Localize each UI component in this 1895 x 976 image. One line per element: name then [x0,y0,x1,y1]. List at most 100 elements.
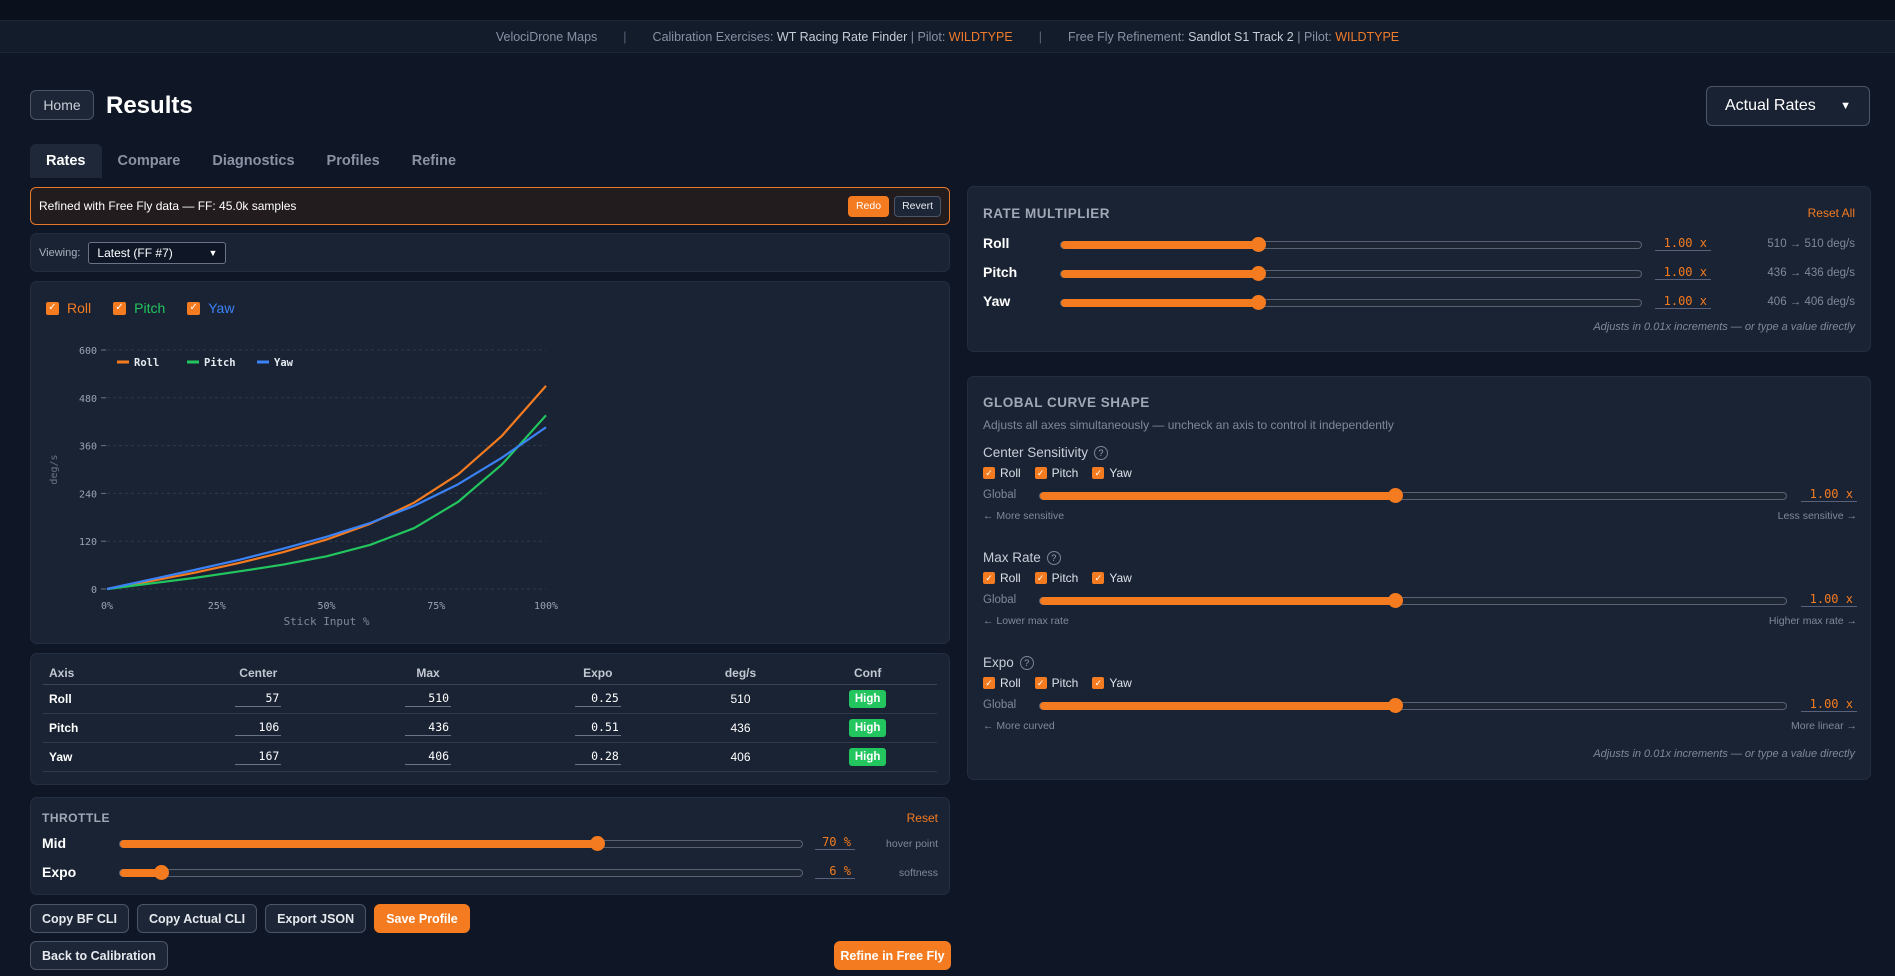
refine-free-fly-button[interactable]: Refine in Free Fly [834,941,951,970]
center-check-pitch[interactable]: ✓ Pitch [1034,466,1078,480]
center-left-hint: ← More sensitive [983,510,1065,522]
center-input[interactable]: 167 [235,749,282,765]
expo-label: Expo [42,864,77,880]
expo-check-pitch[interactable]: ✓ Pitch [1034,676,1078,690]
expo-check-yaw[interactable]: ✓ Yaw [1092,676,1132,690]
y-tick-label: 120 [79,537,97,548]
help-icon[interactable]: ? [1019,656,1034,671]
max-rate-input[interactable]: 1.00 x [1801,592,1857,607]
yaw-multiplier-input[interactable]: 1.00 x [1655,294,1711,309]
center-check-roll[interactable]: ✓ Roll [983,466,1021,480]
center-input[interactable]: 57 [235,691,282,707]
home-button[interactable]: Home [30,90,94,120]
expo-check-roll[interactable]: ✓ Roll [983,676,1021,690]
yaw-multiplier-slider[interactable] [1060,295,1642,310]
col-max: Max [343,662,513,685]
expo-input[interactable]: 0.25 [574,691,621,707]
tab-diagnostics[interactable]: Diagnostics [212,153,295,169]
center-check-yaw[interactable]: ✓ Yaw [1092,466,1132,480]
max-rate-slider[interactable] [1039,593,1787,608]
expo-curve-input[interactable]: 1.00 x [1801,697,1857,712]
max-input[interactable]: 406 [405,749,452,765]
roll-multiplier-input[interactable]: 1.00 x [1655,236,1711,251]
toggle-roll[interactable]: ✓ Roll [46,300,91,316]
center-sensitivity-input[interactable]: 1.00 x [1801,487,1857,502]
copy-bf-cli-button[interactable]: Copy BF CLI [30,904,129,933]
revert-button[interactable]: Revert [894,195,941,217]
redo-button[interactable]: Redo [847,195,890,217]
global-label: Global [983,594,1017,606]
col-center: Center [173,662,344,685]
expo-slider[interactable] [119,865,803,880]
toggle-pitch[interactable]: ✓ Pitch [113,300,165,316]
expo-group: Expo? ✓ Roll ✓ Pitch ✓ Yaw Global 1.00 x ← … [983,655,1857,755]
col-axis: Axis [43,662,174,685]
separator: | [623,29,627,44]
slider-handle[interactable] [1388,698,1404,713]
reset-all-button[interactable]: Reset All [1807,206,1855,220]
rate-type-select[interactable]: Actual Rates ▼ [1706,86,1870,126]
max-rate-check-pitch[interactable]: ✓ Pitch [1034,571,1078,585]
pitch-multiplier-input[interactable]: 1.00 x [1655,265,1711,280]
curve-shape-note: Adjusts in 0.01x increments — or type a … [1593,748,1855,760]
toggle-yaw[interactable]: ✓ Yaw [187,300,234,316]
slider-handle[interactable] [1388,593,1404,608]
slider-handle[interactable] [1251,266,1267,281]
expo-input[interactable]: 0.51 [574,720,621,736]
tab-compare[interactable]: Compare [117,153,181,169]
help-icon[interactable]: ? [1046,551,1061,566]
pitch-multiplier-slider[interactable] [1060,266,1642,281]
expo-curve-slider[interactable] [1039,698,1787,713]
tab-profiles[interactable]: Profiles [326,153,380,169]
slider-handle[interactable] [1251,237,1267,252]
roll-multiplier-slider[interactable] [1060,237,1642,252]
throttle-panel: THROTTLE Reset Mid 70 % hover point Expo… [30,797,950,895]
viewing-label: Viewing: [39,246,81,259]
check-icon: ✓ [1092,572,1105,584]
rate-multiplier-panel: RATE MULTIPLIER Reset All Roll 1.00 x 51… [967,186,1871,352]
throttle-reset-button[interactable]: Reset [906,811,938,825]
y-tick-label: 0 [91,585,97,596]
export-json-button[interactable]: Export JSON [265,904,367,933]
tab-rates[interactable]: Rates [30,144,102,178]
expo-input[interactable]: 0.28 [574,749,621,765]
freefly-info: Free Fly Refinement: Sandlot S1 Track 2 … [1067,29,1400,44]
global-label: Global [983,699,1017,711]
slider-handle[interactable] [153,865,169,880]
series-yaw-line [106,426,547,591]
center-input[interactable]: 106 [235,720,282,736]
save-profile-button[interactable]: Save Profile [374,904,470,933]
center-sensitivity-label: Center Sensitivity [983,445,1089,460]
pitch-label: Pitch [983,264,1018,280]
max-rate-check-yaw[interactable]: ✓ Yaw [1092,571,1132,585]
back-to-calibration-button[interactable]: Back to Calibration [30,941,168,970]
check-icon: ✓ [1034,467,1047,479]
rate-multiplier-title: RATE MULTIPLIER [983,206,1110,221]
max-rate-axis-checks: ✓ Roll ✓ Pitch ✓ Yaw [983,571,1132,585]
slider-handle[interactable] [1388,488,1404,503]
x-tick-label: 50% [317,601,335,612]
mid-value-input[interactable]: 70 % [815,835,855,850]
confidence-badge: High [848,689,887,708]
series-roll-line [106,385,547,591]
mid-slider[interactable] [119,836,803,851]
max-input[interactable]: 436 [405,720,452,736]
slider-handle[interactable] [1251,295,1267,310]
max-input[interactable]: 510 [405,691,452,707]
expo-value-input[interactable]: 6 % [815,864,855,879]
max-rate-check-roll[interactable]: ✓ Roll [983,571,1021,585]
copy-actual-cli-button[interactable]: Copy Actual CLI [137,904,258,933]
maps-link[interactable]: VelociDrone Maps [495,29,598,44]
legend-label: Roll [134,357,159,369]
tab-refine[interactable]: Refine [411,153,457,169]
chevron-down-icon: ▼ [208,247,218,258]
top-strip [0,0,1895,20]
help-icon[interactable]: ? [1094,446,1109,461]
viewing-select[interactable]: Latest (FF #7) ▼ [88,241,227,264]
center-axis-checks: ✓ Roll ✓ Pitch ✓ Yaw [983,466,1132,480]
center-sensitivity-slider[interactable] [1039,488,1787,503]
separator: | [1038,29,1042,44]
check-icon: ✓ [983,677,995,689]
x-tick-label: 0% [101,601,113,612]
slider-handle[interactable] [590,836,606,851]
